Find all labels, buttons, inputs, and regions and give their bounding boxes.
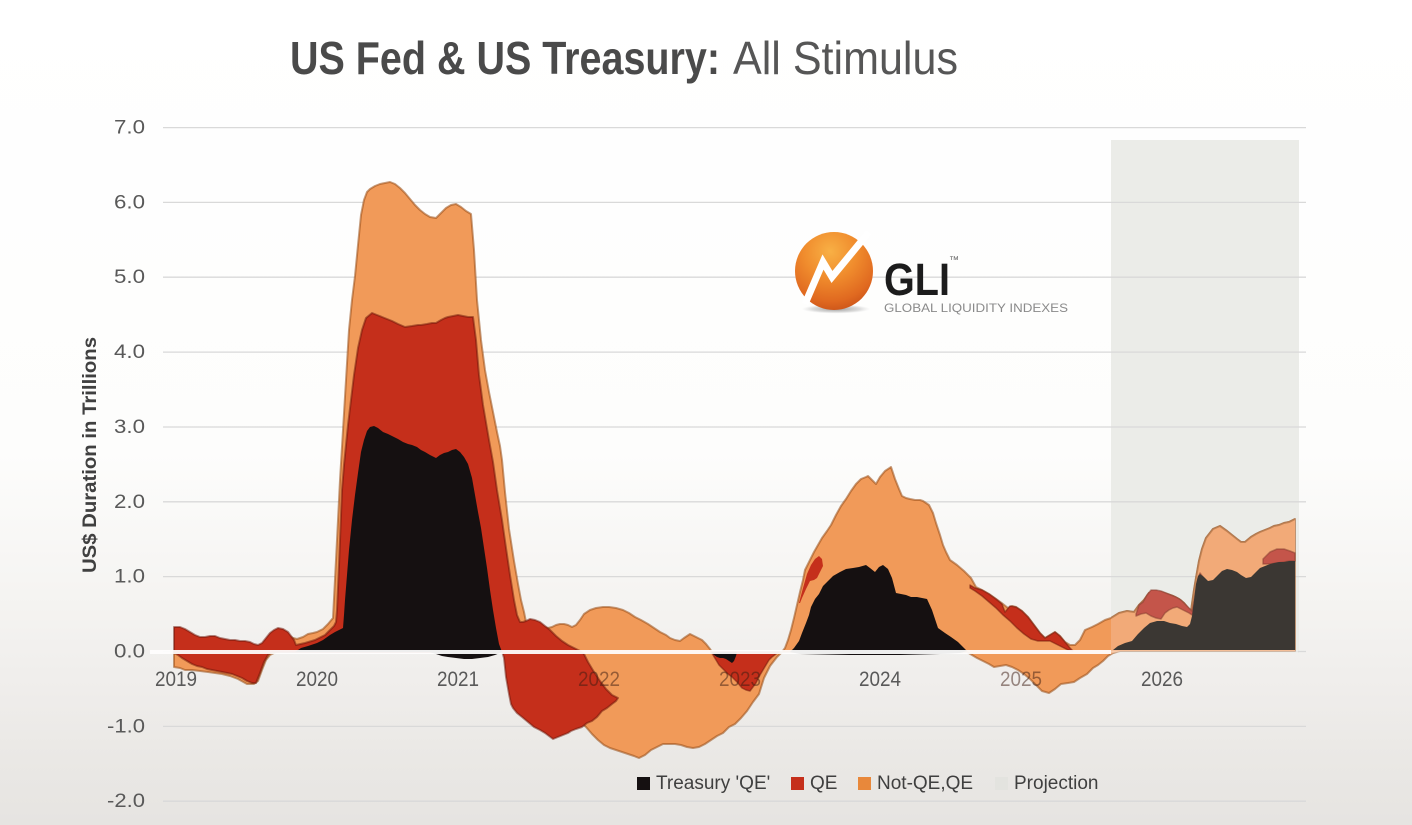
- svg-text:™: ™: [949, 255, 959, 266]
- svg-text:1.0: 1.0: [114, 566, 145, 588]
- svg-text:2025: 2025: [1000, 668, 1042, 691]
- svg-text:-1.0: -1.0: [107, 715, 145, 737]
- svg-text:6.0: 6.0: [114, 191, 145, 213]
- svg-text:3.0: 3.0: [114, 416, 145, 438]
- svg-text:2019: 2019: [155, 668, 197, 691]
- svg-text:2026: 2026: [1141, 668, 1183, 691]
- svg-text:Treasury 'QE': Treasury 'QE': [656, 773, 770, 794]
- svg-text:5.0: 5.0: [114, 266, 145, 288]
- svg-text:All Stimulus: All Stimulus: [733, 32, 958, 84]
- svg-text:US$ Duration in Trillions: US$ Duration in Trillions: [80, 337, 101, 573]
- svg-text:GLI: GLI: [884, 254, 950, 305]
- svg-text:4.0: 4.0: [114, 341, 145, 363]
- svg-text:2022: 2022: [578, 668, 620, 691]
- svg-text:2023: 2023: [719, 668, 761, 691]
- svg-text:QE: QE: [810, 773, 837, 794]
- svg-text:Projection: Projection: [1014, 773, 1099, 794]
- svg-text:7.0: 7.0: [114, 117, 145, 139]
- svg-text:0.0: 0.0: [114, 641, 145, 663]
- svg-text:Not-QE,QE: Not-QE,QE: [877, 773, 973, 794]
- svg-text:GLOBAL LIQUIDITY INDEXES: GLOBAL LIQUIDITY INDEXES: [884, 303, 1068, 315]
- svg-text:-2.0: -2.0: [107, 790, 145, 812]
- svg-text:2021: 2021: [437, 668, 479, 691]
- svg-text:2020: 2020: [296, 668, 338, 691]
- svg-text:2024: 2024: [859, 668, 901, 691]
- svg-text:US Fed & US Treasury:: US Fed & US Treasury:: [290, 32, 720, 84]
- svg-text:2.0: 2.0: [114, 491, 145, 513]
